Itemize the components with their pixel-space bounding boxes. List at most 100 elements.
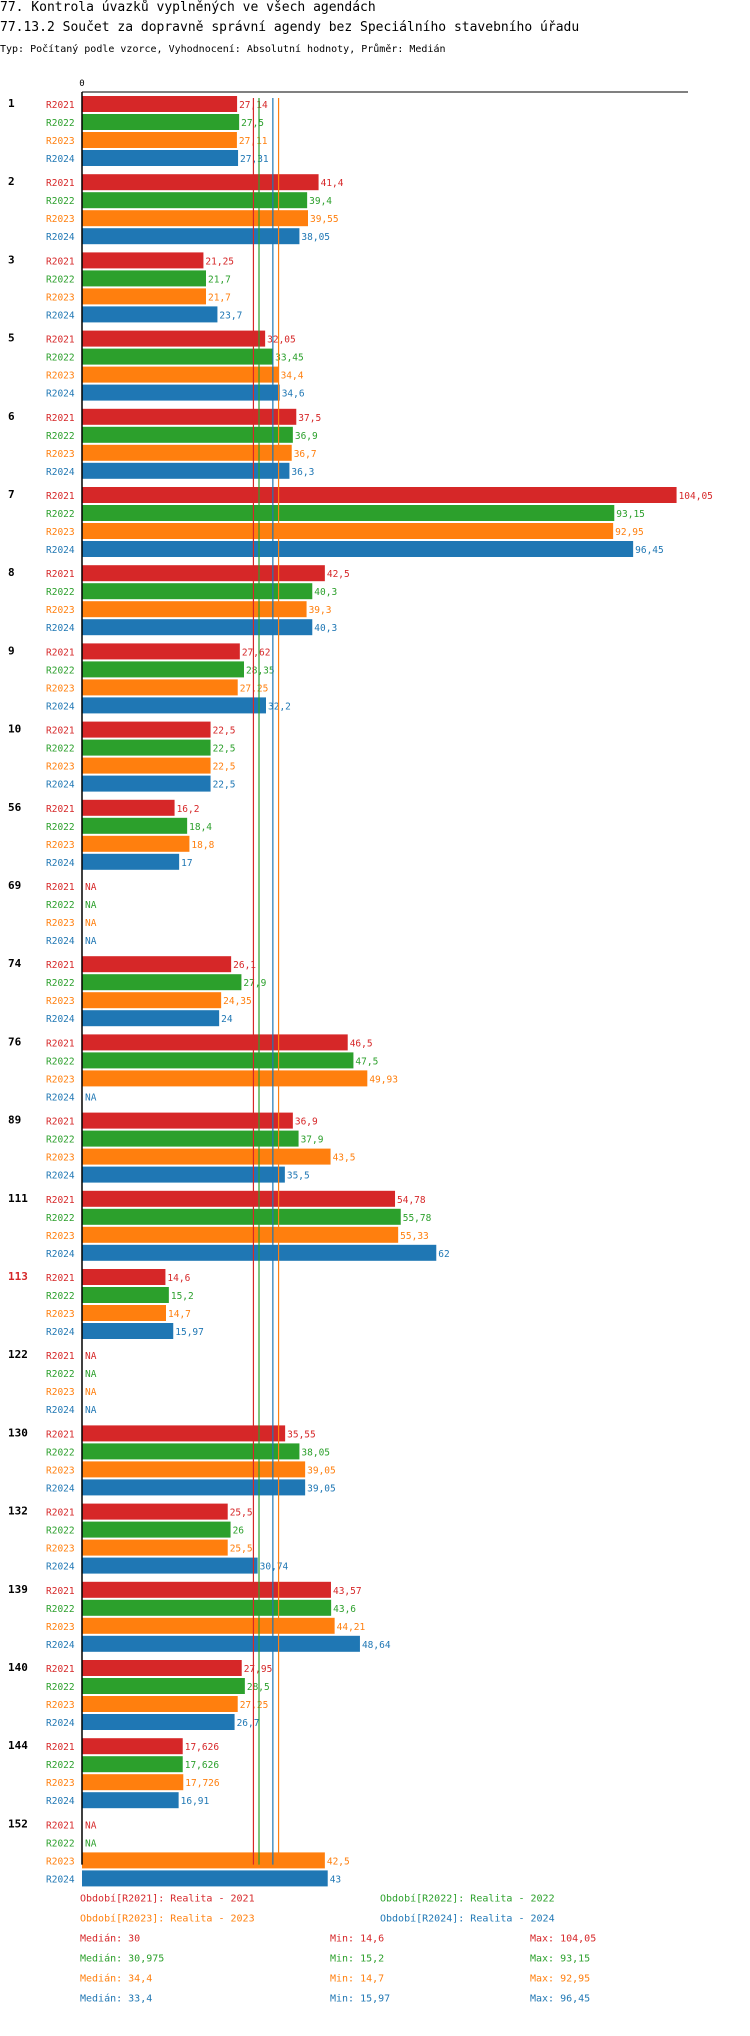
- series-label-2-R2022: R2022: [46, 196, 75, 207]
- category-label-7: 7: [8, 488, 15, 501]
- series-label-139-R2024: R2024: [46, 1640, 75, 1651]
- legend-entry-R2022: Období[R2022]: Realita - 2022: [380, 1893, 555, 1905]
- min-stat-R2022: Min: 15,2: [330, 1954, 384, 1965]
- chart-type-description: Typ: Počítaný podle vzorce, Vyhodnocení:…: [0, 44, 446, 55]
- bar-10-R2022: [82, 739, 211, 756]
- value-label-122-R2022: NA: [85, 1369, 97, 1380]
- series-label-9-R2022: R2022: [46, 665, 75, 676]
- series-label-113-R2021: R2021: [46, 1273, 75, 1284]
- value-label-132-R2023: 25,5: [230, 1544, 253, 1555]
- series-label-89-R2023: R2023: [46, 1153, 75, 1164]
- value-label-111-R2023: 55,33: [400, 1231, 429, 1242]
- series-label-56-R2022: R2022: [46, 822, 75, 833]
- x-axis-zero-tick-label: 0: [79, 79, 84, 89]
- series-label-111-R2021: R2021: [46, 1195, 75, 1206]
- bar-132-R2024: [82, 1557, 258, 1574]
- value-label-2-R2021: 41,4: [321, 178, 344, 189]
- value-label-69-R2024: NA: [85, 936, 97, 947]
- series-label-10-R2022: R2022: [46, 744, 75, 755]
- bar-132-R2023: [82, 1539, 228, 1556]
- category-label-111: 111: [8, 1192, 28, 1205]
- bar-113-R2022: [82, 1287, 169, 1303]
- series-label-132-R2024: R2024: [46, 1562, 75, 1573]
- category-label-144: 144: [8, 1739, 28, 1752]
- series-label-130-R2021: R2021: [46, 1429, 75, 1440]
- bar-2-R2024: [82, 228, 300, 245]
- series-label-113-R2022: R2022: [46, 1291, 75, 1302]
- bar-74-R2023: [82, 992, 222, 1009]
- series-label-130-R2023: R2023: [46, 1465, 75, 1476]
- bar-9-R2024: [82, 697, 266, 714]
- category-label-8: 8: [8, 566, 15, 579]
- bar-130-R2022: [82, 1443, 300, 1460]
- bar-1-R2023: [82, 132, 237, 148]
- series-label-56-R2021: R2021: [46, 804, 75, 815]
- series-label-5-R2021: R2021: [46, 335, 75, 346]
- bar-76-R2023: [82, 1070, 368, 1087]
- value-label-139-R2021: 43,57: [333, 1586, 362, 1597]
- value-label-74-R2021: 26,1: [233, 960, 256, 971]
- value-label-144-R2023: 17,726: [185, 1778, 220, 1789]
- bar-74-R2024: [82, 1010, 220, 1027]
- series-label-139-R2021: R2021: [46, 1586, 75, 1597]
- series-label-6-R2021: R2021: [46, 413, 75, 424]
- value-label-74-R2024: 24: [221, 1014, 233, 1025]
- category-label-140: 140: [8, 1661, 28, 1674]
- bar-7-R2021: [82, 487, 677, 503]
- value-label-6-R2022: 36,9: [295, 431, 318, 442]
- value-label-5-R2023: 34,4: [281, 371, 304, 382]
- value-label-111-R2024: 62: [438, 1249, 449, 1260]
- value-label-132-R2024: 30,74: [260, 1562, 289, 1573]
- bar-8-R2022: [82, 583, 313, 600]
- bar-56-R2023: [82, 835, 190, 852]
- value-label-56-R2024: 17: [181, 858, 192, 869]
- bar-5-R2024: [82, 384, 280, 401]
- value-label-10-R2024: 22,5: [213, 780, 236, 791]
- series-label-7-R2023: R2023: [46, 527, 75, 538]
- bar-130-R2021: [82, 1425, 286, 1442]
- series-label-74-R2021: R2021: [46, 960, 75, 971]
- value-label-76-R2023: 49,93: [369, 1074, 398, 1085]
- bar-10-R2023: [82, 757, 211, 774]
- bar-2-R2022: [82, 192, 308, 209]
- value-label-122-R2024: NA: [85, 1405, 97, 1416]
- series-label-8-R2022: R2022: [46, 587, 75, 598]
- bar-139-R2023: [82, 1617, 335, 1634]
- value-label-144-R2024: 16,91: [181, 1796, 210, 1807]
- bar-111-R2022: [82, 1208, 401, 1225]
- category-label-9: 9: [8, 644, 15, 657]
- series-label-130-R2022: R2022: [46, 1447, 75, 1458]
- value-label-6-R2023: 36,7: [294, 449, 317, 460]
- bar-140-R2023: [82, 1696, 238, 1712]
- bar-113-R2023: [82, 1305, 166, 1321]
- series-label-111-R2022: R2022: [46, 1213, 75, 1224]
- series-label-122-R2021: R2021: [46, 1351, 75, 1362]
- value-label-56-R2023: 18,8: [191, 840, 214, 851]
- series-label-2-R2023: R2023: [46, 214, 75, 225]
- value-label-144-R2022: 17,626: [185, 1760, 220, 1771]
- series-label-3-R2024: R2024: [46, 310, 75, 321]
- value-label-113-R2022: 15,2: [171, 1291, 194, 1302]
- bar-10-R2021: [82, 721, 211, 738]
- series-label-140-R2021: R2021: [46, 1664, 75, 1675]
- series-label-152-R2024: R2024: [46, 1874, 75, 1885]
- series-label-8-R2023: R2023: [46, 605, 75, 616]
- value-label-5-R2021: 32,05: [267, 335, 296, 346]
- value-label-9-R2024: 32,2: [268, 701, 291, 712]
- series-label-76-R2022: R2022: [46, 1056, 75, 1067]
- value-label-74-R2023: 24,35: [223, 996, 252, 1007]
- bar-89-R2024: [82, 1166, 285, 1183]
- value-label-1-R2024: 27,31: [240, 154, 269, 165]
- series-label-89-R2024: R2024: [46, 1171, 75, 1182]
- series-label-56-R2023: R2023: [46, 840, 75, 851]
- category-label-3: 3: [8, 253, 15, 266]
- bar-140-R2024: [82, 1714, 235, 1730]
- bar-140-R2022: [82, 1678, 245, 1694]
- bar-76-R2022: [82, 1052, 354, 1069]
- value-label-10-R2021: 22,5: [213, 726, 236, 737]
- bar-8-R2021: [82, 565, 325, 582]
- median-stat-R2021: Medián: 30: [80, 1933, 140, 1945]
- series-label-69-R2024: R2024: [46, 936, 75, 947]
- value-label-130-R2024: 39,05: [307, 1483, 336, 1494]
- bar-5-R2022: [82, 348, 274, 365]
